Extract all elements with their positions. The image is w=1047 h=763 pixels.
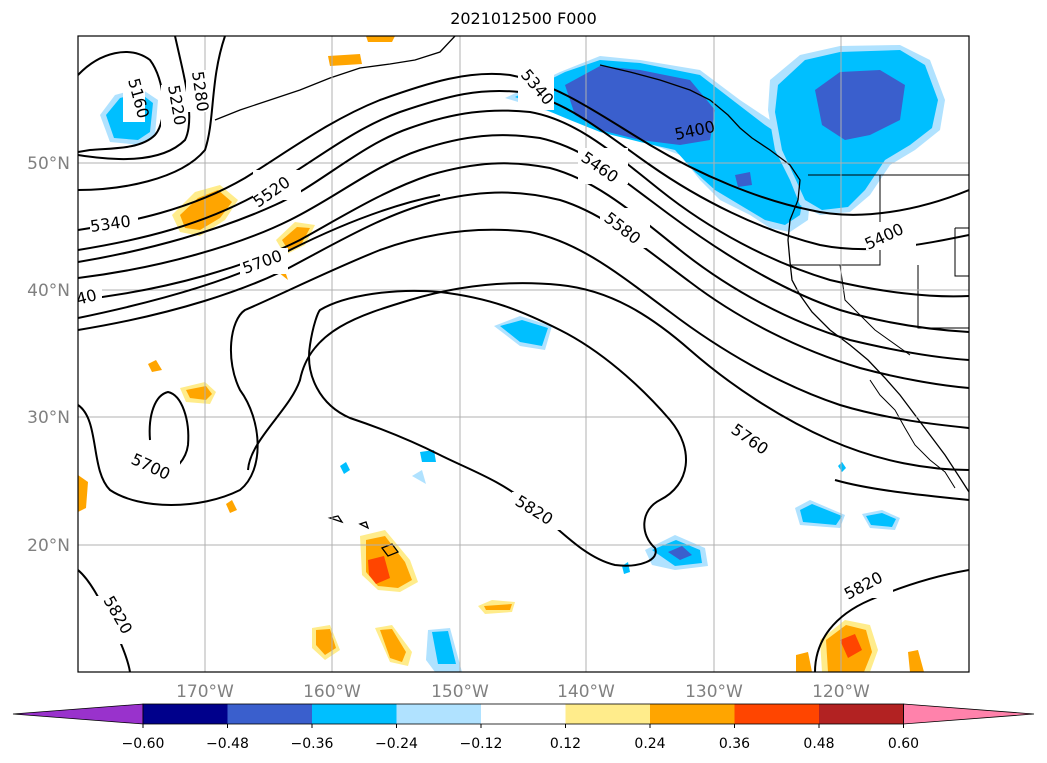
state-border-4	[954, 227, 969, 277]
colorbar-swatch	[227, 704, 313, 724]
contour-5340	[78, 72, 969, 231]
negative-anomaly-patch-mid-pacific-core	[500, 320, 548, 346]
island-hawaii-2	[358, 521, 370, 530]
contour-5220	[78, 36, 191, 161]
colorbar-swatch	[819, 704, 904, 724]
colorbar-frame	[142, 703, 904, 725]
island-hawaii-3	[327, 515, 344, 524]
colorbar-tick-label: −0.60	[122, 736, 165, 752]
negative-anomaly-patch-southeast-1-core	[800, 504, 842, 525]
strong-anomaly-patch-south-pacific	[668, 546, 692, 560]
colorbar-tick-label: −0.12	[460, 736, 503, 752]
positive-anomaly-patch-south-1-core	[316, 629, 336, 655]
colorbar-tick-label: −0.48	[206, 736, 249, 752]
positive-anomaly-patch-alaska-coast	[328, 54, 362, 66]
contour-label-layer: 5160 5220 5280 5340 5520 5700 40 5700 53…	[74, 65, 916, 644]
colorbar-tick-label: 0.60	[888, 736, 919, 752]
graticule	[78, 36, 969, 672]
colorbar-tick-label: 0.24	[634, 736, 665, 752]
negative-anomaly-speck-4	[838, 462, 846, 472]
coastline-alaska-peninsula	[214, 36, 456, 121]
longitude-axis: 170°W 160°W 150°W 140°W 130°W 120°W	[176, 682, 870, 702]
strong-anomaly-patch-southeast	[840, 634, 862, 658]
colorbar-swatch	[396, 704, 482, 724]
positive-anomaly-speck-southwest	[226, 500, 237, 513]
colorbar-extend-min	[12, 703, 144, 725]
positive-anomaly-patch-south-2-core	[380, 629, 406, 662]
lon-label-160w: 160°W	[303, 682, 361, 702]
colorbar-extend-max	[903, 703, 1035, 725]
negative-anomaly-speck-3	[340, 462, 350, 474]
coastline-baja	[869, 379, 956, 489]
negative-anomaly-patch-south-core	[432, 631, 456, 664]
contour-5820	[308, 289, 687, 567]
lon-label-120w: 120°W	[812, 682, 870, 702]
coastline-alaska-panhandle	[599, 64, 969, 493]
positive-anomaly-speck-west	[148, 360, 162, 372]
positive-anomaly-speck-southeast-2	[908, 650, 924, 672]
negative-anomaly-speck-1	[420, 450, 436, 462]
colorbar-tick-label: −0.36	[291, 736, 334, 752]
colorbar-tick-label: −0.24	[375, 736, 418, 752]
colorbar-swatch	[312, 704, 397, 724]
contour-5700-north	[78, 194, 441, 319]
colorbar-swatch	[650, 704, 735, 724]
positive-anomaly-streak-south-core	[484, 604, 512, 610]
contour-5700-west	[78, 228, 969, 506]
contour-5280	[78, 36, 226, 191]
contour-5820-south	[814, 569, 969, 672]
map-title: 2021012500 F000	[450, 9, 597, 28]
lon-label-150w: 150°W	[431, 682, 489, 702]
strong-anomaly-core-interior-west	[815, 70, 905, 140]
map-frame	[77, 35, 970, 673]
state-border-2	[917, 265, 969, 329]
strong-anomaly-spot-bc	[735, 172, 752, 187]
positive-anomaly-edge-west	[78, 475, 88, 512]
strong-anomaly-patch-hawaii	[368, 556, 390, 584]
lat-label-50n: 50°N	[27, 154, 70, 174]
colorbar-tick-label: 0.12	[550, 736, 581, 752]
colorbar-tick-label: 0.48	[803, 736, 834, 752]
colorbar-tick-label: 0.36	[719, 736, 750, 752]
colorbar-ticks: −0.60 −0.48 −0.36 −0.24 −0.12 0.12 0.24 0.36 0.4…	[122, 724, 919, 752]
lat-label-30n: 30°N	[27, 408, 70, 428]
shaded-field-layer	[78, 36, 945, 672]
lon-label-130w: 130°W	[685, 682, 743, 702]
lat-label-40n: 40°N	[27, 281, 70, 301]
latitude-axis: 50°N 40°N 30°N 20°N	[27, 154, 70, 556]
colorbar-swatch	[734, 704, 820, 724]
lon-label-140w: 140°W	[557, 682, 615, 702]
colorbar: −0.60 −0.48 −0.36 −0.24 −0.12 0.12 0.24 0.36 0.4…	[12, 703, 1035, 752]
contour-5460	[78, 109, 969, 298]
contour-label: 40	[74, 285, 99, 309]
positive-anomaly-speck-southeast-1	[796, 652, 812, 672]
positive-anomaly-patch-northwest-core	[180, 190, 232, 230]
positive-anomaly-patch-alaska-north	[366, 36, 395, 42]
colorbar-swatch	[565, 704, 651, 724]
lat-label-20n: 20°N	[27, 536, 70, 556]
contour-5520	[78, 134, 969, 333]
negative-anomaly-patch-southeast-2-core	[866, 513, 896, 527]
negative-anomaly-speck-2	[412, 470, 426, 484]
lon-label-170w: 170°W	[176, 682, 234, 702]
colorbar-swatches	[12, 703, 1035, 725]
contour-edge-east	[834, 479, 969, 501]
colorbar-swatch	[481, 704, 566, 724]
colorbar-swatch	[143, 704, 228, 724]
